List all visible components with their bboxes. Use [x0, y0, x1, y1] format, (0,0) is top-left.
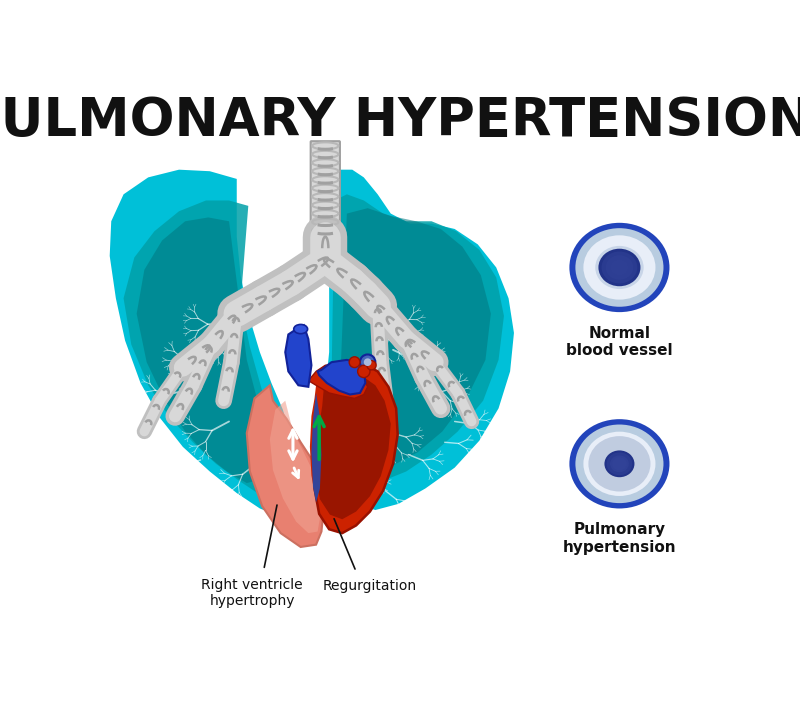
Polygon shape [314, 362, 398, 533]
Polygon shape [246, 385, 324, 547]
FancyBboxPatch shape [310, 141, 340, 237]
Polygon shape [331, 195, 504, 481]
Polygon shape [339, 208, 491, 468]
Ellipse shape [609, 454, 630, 474]
Circle shape [364, 358, 371, 366]
Ellipse shape [595, 246, 644, 289]
Polygon shape [310, 378, 324, 493]
Circle shape [358, 366, 370, 378]
Polygon shape [311, 393, 322, 503]
Text: Right ventricle
hypertrophy: Right ventricle hypertrophy [202, 578, 303, 608]
Text: Normal
blood vessel: Normal blood vessel [566, 326, 673, 358]
Ellipse shape [615, 460, 624, 468]
Polygon shape [316, 374, 390, 519]
Ellipse shape [575, 228, 663, 306]
Circle shape [367, 360, 376, 370]
Polygon shape [123, 200, 287, 501]
Polygon shape [270, 401, 321, 533]
Text: Pulmonary
hypertension: Pulmonary hypertension [562, 522, 676, 554]
Ellipse shape [570, 419, 670, 508]
Ellipse shape [575, 425, 663, 503]
Ellipse shape [606, 255, 633, 280]
Ellipse shape [610, 456, 629, 472]
Polygon shape [137, 218, 271, 483]
Ellipse shape [598, 249, 641, 286]
Polygon shape [286, 325, 311, 387]
Ellipse shape [611, 260, 628, 275]
Polygon shape [326, 169, 514, 510]
Ellipse shape [589, 436, 650, 492]
Polygon shape [110, 169, 298, 516]
Ellipse shape [583, 432, 655, 496]
Circle shape [349, 357, 360, 368]
Ellipse shape [583, 235, 655, 300]
Ellipse shape [606, 453, 632, 475]
Polygon shape [318, 360, 366, 394]
Ellipse shape [605, 451, 634, 477]
Ellipse shape [602, 252, 638, 283]
Circle shape [360, 355, 375, 370]
Ellipse shape [610, 456, 629, 472]
Ellipse shape [612, 457, 626, 470]
Ellipse shape [606, 453, 632, 475]
Text: Regurgitation: Regurgitation [323, 579, 417, 593]
Text: PULMONARY HYPERTENSION: PULMONARY HYPERTENSION [0, 95, 800, 147]
Ellipse shape [570, 223, 670, 312]
Polygon shape [308, 363, 368, 399]
Ellipse shape [294, 324, 307, 334]
